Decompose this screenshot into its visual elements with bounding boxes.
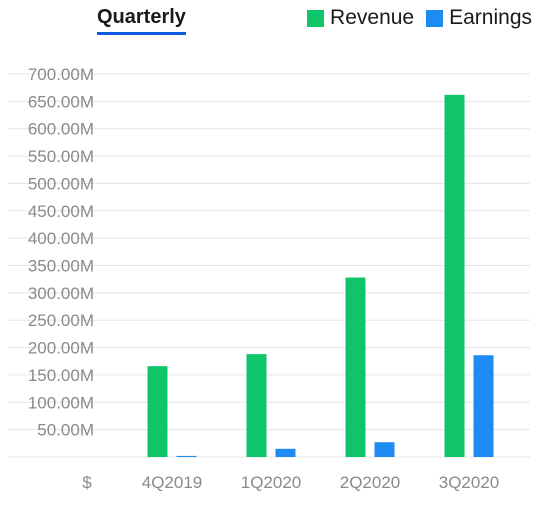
bar-revenue-2q2020[interactable]: [345, 277, 366, 457]
y-tick-label: 550.00M: [28, 147, 94, 166]
x-axis-ticks: 4Q2019 1Q2020 2Q2020 3Q2020: [142, 473, 500, 492]
bar-revenue-1q2020[interactable]: [246, 354, 267, 457]
x-tick-label: 3Q2020: [439, 473, 500, 492]
y-tick-label: 100.00M: [28, 393, 94, 412]
y-tick-label: 350.00M: [28, 257, 94, 276]
legend-item-revenue[interactable]: Revenue: [307, 6, 414, 30]
chart-header: Quarterly Revenue Earnings: [0, 0, 552, 40]
y-tick-label: 300.00M: [28, 284, 94, 303]
legend-item-earnings[interactable]: Earnings: [426, 6, 532, 30]
legend-label-earnings: Earnings: [449, 6, 532, 29]
bars: [147, 94, 494, 457]
y-tick-label: 150.00M: [28, 366, 94, 385]
y-tick-label: 400.00M: [28, 229, 94, 248]
bar-revenue-3q2020[interactable]: [444, 94, 465, 457]
x-tick-label: 2Q2020: [340, 473, 401, 492]
y-tick-label: 450.00M: [28, 202, 94, 221]
legend-swatch-earnings: [426, 9, 444, 27]
chart-legend: Revenue Earnings: [295, 6, 532, 30]
y-axis-ticks: 50.00M 100.00M 150.00M 200.00M 250.00M 300.00…: [28, 65, 94, 440]
bar-earnings-1q2020[interactable]: [275, 448, 296, 457]
y-tick-label: 600.00M: [28, 120, 94, 139]
y-tick-label: 700.00M: [28, 65, 94, 84]
bar-earnings-4q2019[interactable]: [176, 455, 197, 457]
y-tick-label: 200.00M: [28, 339, 94, 358]
y-tick-label: 250.00M: [28, 311, 94, 330]
gridlines: [8, 73, 530, 458]
x-axis-currency-label: $: [82, 473, 92, 492]
y-tick-label: 500.00M: [28, 174, 94, 193]
bar-earnings-2q2020[interactable]: [374, 442, 395, 457]
bar-earnings-3q2020[interactable]: [473, 355, 494, 457]
bar-revenue-4q2019[interactable]: [147, 366, 168, 457]
x-tick-label: 1Q2020: [241, 473, 302, 492]
y-tick-label: 50.00M: [37, 421, 94, 440]
tab-quarterly[interactable]: Quarterly: [97, 5, 186, 35]
legend-label-revenue: Revenue: [330, 6, 415, 29]
y-tick-label: 650.00M: [28, 92, 94, 111]
x-tick-label: 4Q2019: [142, 473, 203, 492]
legend-swatch-revenue: [307, 9, 325, 27]
